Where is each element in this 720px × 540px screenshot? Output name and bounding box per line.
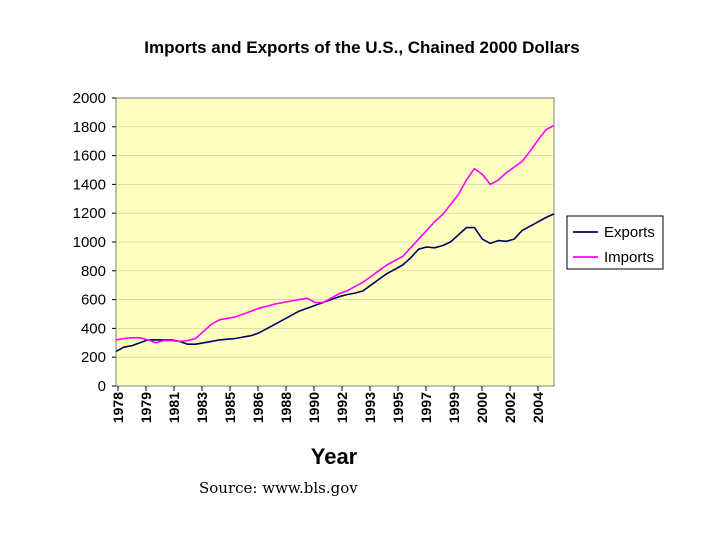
- y-tick-label: 200: [81, 349, 106, 366]
- x-axis: 1978 1979 1981 1983 1985 1986 1988 1990 1992 1993…: [110, 386, 546, 423]
- x-tick-label: 2002: [502, 392, 518, 423]
- y-tick-label: 1200: [73, 205, 106, 222]
- legend-label-imports: Imports: [604, 249, 654, 266]
- y-tick-label: 1000: [73, 234, 106, 251]
- x-tick-label: 1981: [166, 392, 182, 423]
- y-tick-label: 1800: [73, 119, 106, 136]
- x-tick-label: 1995: [390, 392, 406, 423]
- x-tick-label: 1999: [446, 392, 462, 423]
- x-tick-label: 1978: [110, 392, 126, 423]
- chart-title: Imports and Exports of the U.S., Chained…: [144, 38, 579, 57]
- x-axis-label: Year: [311, 444, 358, 469]
- x-tick-label: 1993: [362, 392, 378, 423]
- legend-label-exports: Exports: [604, 224, 655, 241]
- legend: Exports Imports: [566, 215, 664, 270]
- y-tick-label: 600: [81, 292, 106, 309]
- source-note: Source: www.bls.gov: [199, 479, 358, 497]
- y-tick-label: 400: [81, 320, 106, 337]
- x-tick-label: 1990: [306, 392, 322, 423]
- series-lines: [115, 124, 555, 353]
- y-tick-label: 800: [81, 263, 106, 280]
- x-tick-label: 1997: [418, 392, 434, 423]
- series-line-exports: [115, 213, 555, 353]
- x-tick-label: 1985: [222, 392, 238, 423]
- y-tick-label: 1400: [73, 176, 106, 193]
- gridlines: [116, 126, 554, 358]
- y-tick-label: 0: [98, 378, 106, 395]
- x-tick-label: 1992: [334, 392, 350, 423]
- x-tick-label: 1979: [138, 392, 154, 423]
- y-tick-label: 1600: [73, 148, 106, 165]
- y-tick-label: 2000: [73, 90, 106, 107]
- x-tick-label: 2004: [530, 392, 546, 423]
- x-tick-label: 1988: [278, 392, 294, 423]
- legend-box: [566, 215, 664, 270]
- series-line-imports: [115, 124, 555, 344]
- x-tick-label: 1983: [194, 392, 210, 423]
- x-tick-label: 2000: [474, 392, 490, 423]
- x-tick-label: 1986: [250, 392, 266, 423]
- y-axis: 0 200 400 600 800 1000 1200 1400 1600 1800 2000: [73, 90, 116, 395]
